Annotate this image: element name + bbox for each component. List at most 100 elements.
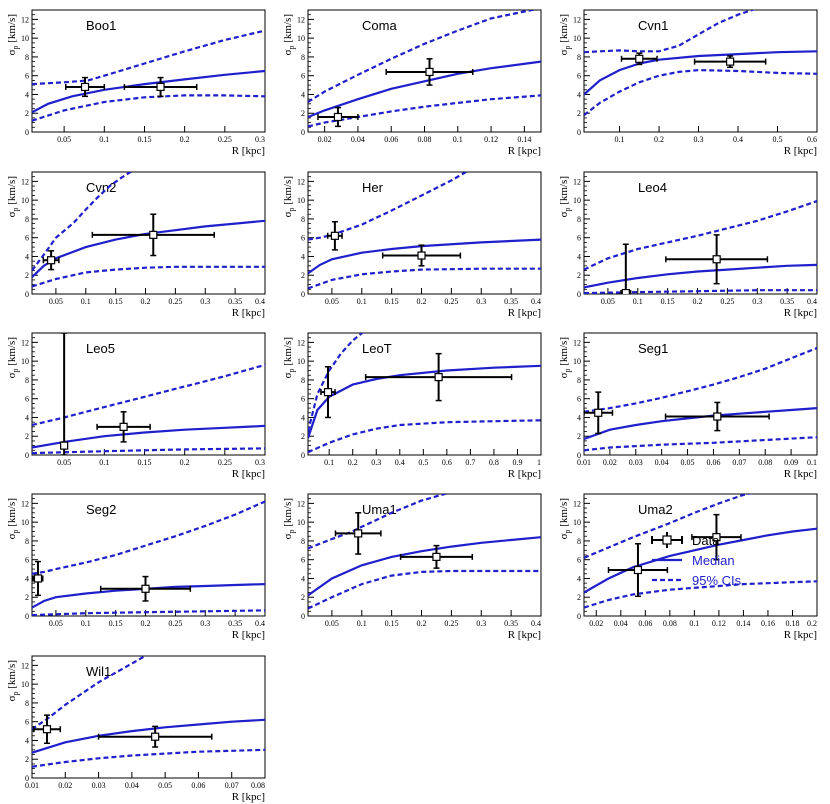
ci-lower-line <box>32 748 265 768</box>
x-tick-label: 0.04 <box>351 135 365 144</box>
x-tick-label: 0.3 <box>200 297 210 306</box>
panel-title: Her <box>362 180 384 195</box>
data-marker <box>141 584 150 593</box>
data-point <box>32 560 44 597</box>
x-tick-label: 0.15 <box>385 297 399 306</box>
y-tick-label: 2 <box>301 593 305 602</box>
data-point <box>60 333 69 455</box>
plot-area <box>308 10 541 128</box>
x-tick-label: 0.2 <box>807 619 817 628</box>
data-point <box>326 220 343 251</box>
ci-lower-line <box>308 94 541 128</box>
x-tick-label: 0.02 <box>58 781 72 790</box>
legend: Data Median 95% CIs <box>650 530 810 590</box>
ci-upper-line <box>32 656 148 731</box>
y-tick-label: 2 <box>25 109 29 118</box>
y-tick-label: 4 <box>25 413 29 422</box>
legend-ci-row: 95% CIs <box>650 570 810 590</box>
y-tick-label: 10 <box>21 34 29 43</box>
x-tick-label: 0.2 <box>417 619 427 628</box>
y-tick-label: 0 <box>25 612 29 621</box>
x-tick-label: 0.1 <box>633 297 643 306</box>
y-axis-label: σp [km/s] <box>6 660 20 701</box>
x-tick-label: 0.04 <box>614 619 628 628</box>
x-tick-label: 0.25 <box>168 619 182 628</box>
y-tick-label: 0 <box>577 451 581 460</box>
y-tick-label: 6 <box>25 718 29 727</box>
x-tick-label: 0.2 <box>654 135 664 144</box>
data-marker <box>33 574 43 583</box>
y-axis-label: σp [km/s] <box>6 14 20 55</box>
y-tick-label: 10 <box>297 196 305 205</box>
x-tick-label: 0.35 <box>228 297 242 306</box>
ci-lower-line <box>308 419 541 454</box>
x-tick-label: 0.4 <box>733 135 743 144</box>
x-axis-label: R [kpc] <box>232 791 265 803</box>
y-tick-label: 12 <box>21 177 29 186</box>
data-point <box>693 55 767 68</box>
y-tick-label: 8 <box>301 537 305 546</box>
x-axis-label: R [kpc] <box>784 145 817 157</box>
panel-title: Leo5 <box>86 341 115 356</box>
data-point <box>32 714 62 745</box>
data-marker <box>80 82 90 92</box>
x-tick-label: 0.35 <box>780 297 794 306</box>
x-tick-label: 0.25 <box>444 297 458 306</box>
median-line <box>584 263 817 289</box>
x-tick-label: 0.14 <box>517 135 531 144</box>
y-tick-label: 6 <box>301 556 305 565</box>
y-axis-label: σp [km/s] <box>558 176 572 217</box>
x-tick-label: 0.7 <box>465 458 475 467</box>
panel-leot: 0 2 4 6 8 10 12 0.1 0.2 0.3 0.4 0.5 0.6 0.7 0.8 0.9 1R [… <box>282 332 542 480</box>
ci-upper-line <box>584 10 756 54</box>
y-tick-label: 10 <box>297 518 305 527</box>
panel-cvn1: 0 2 4 6 8 10 12 0.1 0.2 0.3 0.4 0.5 0.6R [kpc] σp [km… <box>558 9 818 157</box>
x-tick-label: 0.4 <box>255 297 265 306</box>
plot-frame <box>31 332 266 456</box>
data-point <box>91 213 215 257</box>
y-tick-label: 6 <box>577 556 581 565</box>
y-tick-label: 4 <box>25 90 29 99</box>
x-tick-label: 0.15 <box>137 135 151 144</box>
y-tick-label: 10 <box>21 680 29 689</box>
panel-title: Coma <box>362 18 397 33</box>
data-marker <box>119 422 128 431</box>
y-tick-label: 4 <box>25 736 29 745</box>
data-point <box>385 58 474 86</box>
x-tick-label: 0.9 <box>512 458 522 467</box>
data-marker <box>417 251 426 260</box>
median-line <box>584 407 817 441</box>
y-tick-label: 4 <box>577 252 581 261</box>
x-tick-label: 0.07 <box>732 458 746 467</box>
median-line <box>308 238 541 275</box>
y-axis-label: σp [km/s] <box>558 337 572 378</box>
x-tick-label: 0.15 <box>385 619 399 628</box>
x-tick-label: 0.01 <box>25 781 39 790</box>
panel-title: Cvn1 <box>638 18 668 33</box>
x-tick-label: 0.03 <box>629 458 643 467</box>
panel-title: Leo4 <box>638 180 667 195</box>
y-tick-label: 8 <box>25 376 29 385</box>
x-tick-label: 0.1 <box>81 619 91 628</box>
x-tick-label: 0.12 <box>712 619 726 628</box>
y-tick-label: 4 <box>577 90 581 99</box>
x-axis-label: R [kpc] <box>508 468 541 480</box>
x-tick-label: 0.2 <box>417 297 427 306</box>
ci-lower-line <box>308 569 541 610</box>
x-tick-label: 0.05 <box>49 619 63 628</box>
y-tick-label: 10 <box>297 34 305 43</box>
data-marker <box>47 256 56 265</box>
x-tick-label: 0.3 <box>255 458 265 467</box>
ci-upper-line <box>584 200 817 271</box>
y-axis-label: σp [km/s] <box>6 337 20 378</box>
x-tick-label: 0.01 <box>577 458 591 467</box>
ci-upper-line <box>308 333 364 432</box>
x-tick-label: 0.05 <box>325 619 339 628</box>
x-axis-label: R [kpc] <box>508 629 541 641</box>
x-tick-label: 0.25 <box>218 135 232 144</box>
panel-boo1: 0 2 4 6 8 10 12 0.05 0.1 0.15 0.2 0.25 0.3R [kpc] σp … <box>6 9 266 157</box>
y-tick-label: 8 <box>577 215 581 224</box>
y-axis-label: σp [km/s] <box>282 498 296 539</box>
legend-data-marker <box>651 532 683 548</box>
plot-frame <box>307 493 542 617</box>
